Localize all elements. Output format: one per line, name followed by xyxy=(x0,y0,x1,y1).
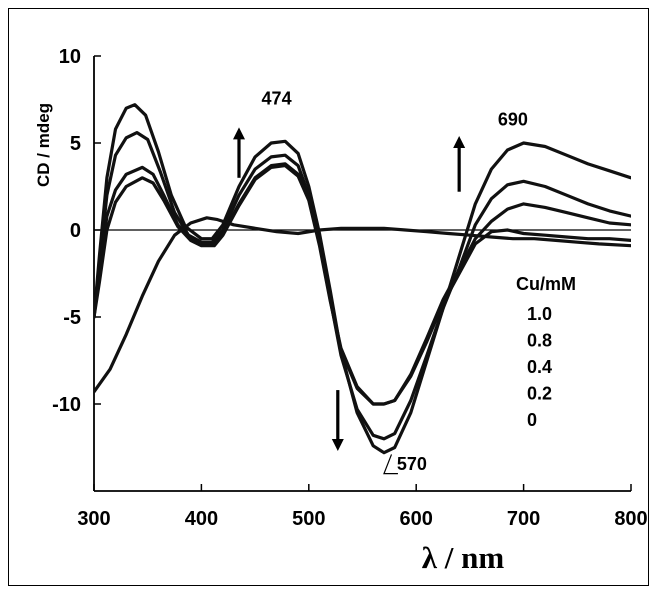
annotations-group: 474 690 570 xyxy=(262,89,528,475)
legend-entry: 0.4 xyxy=(527,357,552,377)
y-tick-label: -10 xyxy=(52,394,81,416)
ticks-group: 300 400 500 600 700 800 10 5 0 -5 -10 xyxy=(52,46,648,530)
arrow-up xyxy=(232,127,245,178)
x-tick-label: 400 xyxy=(185,508,218,530)
arrow-head xyxy=(331,438,344,451)
leader-line xyxy=(383,454,398,475)
series-line-5 xyxy=(94,216,631,394)
x-tick-label: 500 xyxy=(292,508,325,530)
peak-label-570: 570 xyxy=(397,454,427,474)
y-tick-label: 5 xyxy=(70,133,81,155)
peak-label-474: 474 xyxy=(262,89,292,109)
legend-title: Cu/mM xyxy=(516,274,576,294)
y-axis-label: CD / mdeg xyxy=(34,103,53,187)
x-axis-label: λ / nm xyxy=(422,540,505,575)
y-tick-label: -5 xyxy=(63,307,81,329)
x-tick-label: 600 xyxy=(400,508,433,530)
arrow-head xyxy=(232,127,245,140)
arrow-head xyxy=(453,136,466,149)
legend-entry: 0 xyxy=(527,410,537,430)
arrows-group xyxy=(232,127,466,451)
x-tick-label: 700 xyxy=(507,508,540,530)
y-tick-label: 0 xyxy=(70,220,81,242)
y-tick-label: 10 xyxy=(59,46,81,68)
legend-entry: 1.0 xyxy=(527,304,552,324)
legend-entry: 0.8 xyxy=(527,331,552,351)
legend-entry: 0.2 xyxy=(527,384,552,404)
x-tick-label: 300 xyxy=(77,508,110,530)
arrow-down xyxy=(331,390,344,451)
peak-label-690: 690 xyxy=(498,110,528,130)
x-tick-label: 800 xyxy=(614,508,647,530)
series-group xyxy=(94,103,631,455)
arrow-up xyxy=(453,136,466,192)
series-line-4 xyxy=(94,164,631,406)
legend-group: Cu/mM 1.0 0.8 0.4 0.2 0 xyxy=(516,274,576,430)
